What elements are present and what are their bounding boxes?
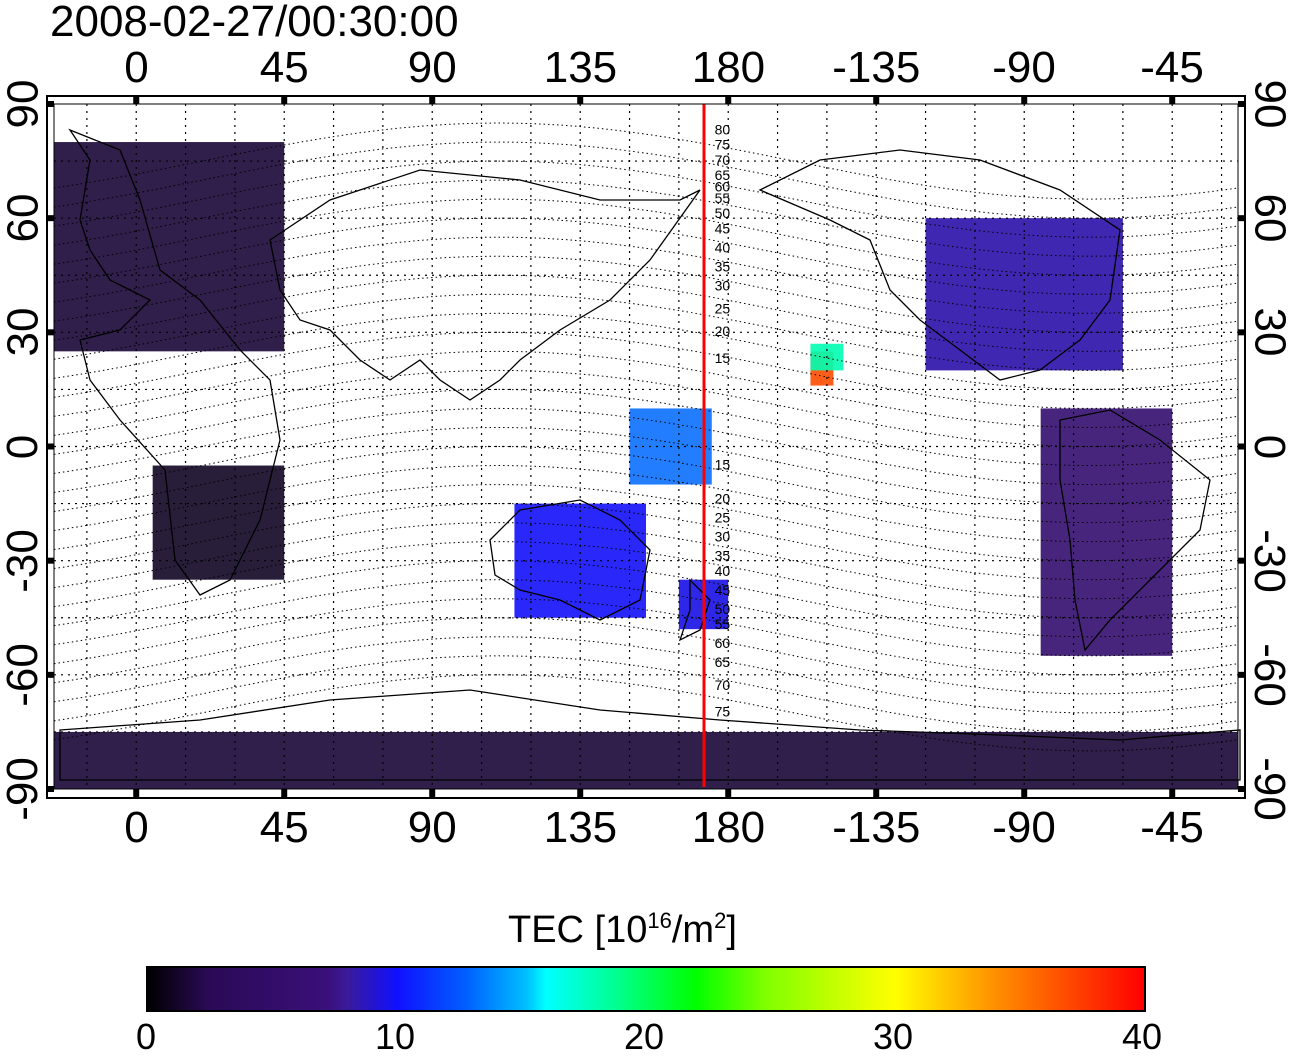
contour-label-south: 25 [715,510,731,526]
contour-label-north: 35 [715,258,731,274]
tec-region-0 [54,142,285,352]
colorbar-tick: 30 [873,1016,914,1057]
bottom-axis-tick: 45 [259,803,309,852]
bottom-axis-tick: 90 [407,803,457,852]
top-axis-tick: -45 [1140,43,1204,92]
contour-label-south: 50 [715,601,731,617]
right-axis-tick: -30 [1244,528,1292,593]
colorbar-title-base: TEC [10 [508,909,648,951]
top-axis-tick: 45 [259,43,309,92]
colorbar-title: TEC [1016/m2] [508,908,737,951]
left-axis-tick: 0 [0,434,48,459]
right-axis-tick: 30 [1244,307,1292,357]
contour-label-south: 55 [715,616,731,632]
frame-tick-marks [47,96,1245,798]
map-grid [54,104,1238,789]
colorbar-title-unit: /m [671,909,715,951]
right-axis-tick: -90 [1244,757,1292,821]
bottom-axis-tick: 135 [543,803,618,852]
right-axis-tick: 0 [1245,434,1292,459]
contour-label-south: 35 [715,548,731,564]
colorbar-tick: 10 [375,1016,416,1057]
top-axis-tick: 180 [691,43,766,92]
contour-label-north: 75 [715,137,731,153]
contour-label-north: 40 [715,239,731,255]
top-axis-tick: -90 [992,43,1056,92]
coastline-asia [269,169,701,401]
contour-label-south: 20 [715,491,731,507]
right-axis-tick: -60 [1244,643,1292,707]
colorbar-tick: 20 [624,1016,665,1057]
left-axis-tick: 60 [0,193,47,243]
contour-labels: 8075706560555045403530252015152025303540… [715,121,731,719]
contour-label-south: 30 [715,529,731,545]
bottom-axis-tick: -90 [992,803,1056,852]
contour-label-north: 80 [715,121,731,137]
coastline-new-zealand [678,578,711,642]
contour-label-north: 15 [715,350,731,366]
left-axis-tick: 30 [0,307,47,357]
colorbar-title-unit-exponent: 2 [714,908,727,933]
coastline-europe-africa [68,128,281,596]
contour-label-south: 45 [715,582,731,598]
coastline-south-america [1059,409,1211,652]
coastline-australia [489,499,651,621]
contour-label-north: 65 [715,167,731,183]
contour-label-north: 50 [715,205,731,221]
contour-label-south: 75 [715,704,731,720]
contour-label-north: 45 [715,220,731,236]
contour-label-north: 60 [715,179,731,195]
right-axis-tick: 60 [1244,193,1292,243]
colorbar-title-exponent: 16 [647,908,672,933]
colorbar-tick: 40 [1122,1016,1163,1057]
left-axis-tick: 90 [0,79,47,129]
contour-label-north: 55 [715,190,731,206]
bottom-axis-tick: 0 [124,803,149,852]
top-axis-tick: 0 [124,43,149,92]
tec-region-1 [152,465,285,580]
map-timestamp: 2008-02-27/00:30:00 [50,0,459,46]
contour-label-south: 60 [715,635,731,651]
coastline-antarctica [59,689,1241,781]
top-axis-tick: -135 [832,43,921,92]
tec-region-5 [1040,408,1173,656]
coastlines [59,128,1241,781]
bottom-axis-tick: -45 [1140,803,1204,852]
left-axis-tick: -30 [0,528,47,593]
right-axis-tick: 90 [1244,79,1292,129]
contour-label-north: 70 [715,152,731,168]
contour-label-south: 40 [715,563,731,579]
colorbar-scale [146,966,1146,1012]
contour-label-north: 25 [715,300,731,316]
top-axis-tick: 135 [543,43,618,92]
coastline-north-america [758,149,1121,381]
top-axis-tick: 90 [407,43,457,92]
contour-label-south: 65 [715,654,731,670]
contour-label-north: 20 [715,323,731,339]
left-axis-tick: -90 [0,757,47,821]
colorbar-title-close: ] [726,909,737,951]
colorbar-tick: 0 [136,1016,157,1057]
bottom-axis-tick: 180 [691,803,766,852]
left-axis-tick: -60 [0,643,47,707]
contour-label-north: 30 [715,277,731,293]
contour-label-south: 15 [715,456,731,472]
contour-label-south: 70 [715,677,731,693]
bottom-axis-tick: -135 [832,803,921,852]
